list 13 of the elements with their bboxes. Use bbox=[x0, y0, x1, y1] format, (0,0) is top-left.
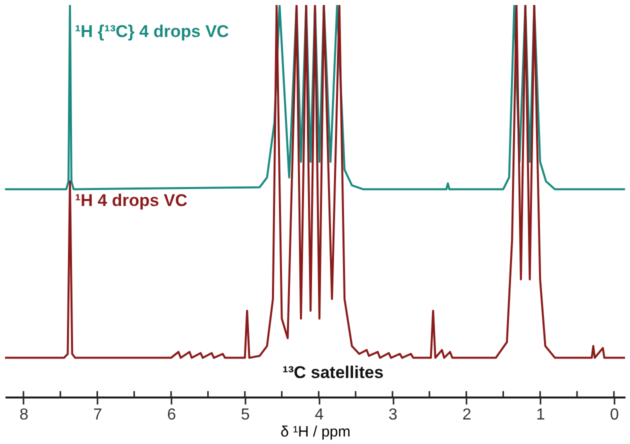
x-tick-label: 0 bbox=[610, 406, 619, 424]
x-tick-label: 3 bbox=[388, 406, 398, 424]
x-tick-label: 4 bbox=[314, 406, 324, 424]
annotation: ¹³C satellites bbox=[282, 363, 384, 382]
x-tick-label: 2 bbox=[462, 406, 472, 424]
series-label: ¹H {¹³C} 4 drops VC bbox=[75, 22, 229, 42]
x-tick-label: 1 bbox=[536, 406, 546, 424]
x-tick-label: 5 bbox=[240, 406, 250, 424]
x-tick-label: 6 bbox=[167, 406, 176, 424]
x-tick-label: 7 bbox=[93, 406, 102, 424]
series-label: ¹H 4 drops VC bbox=[75, 190, 188, 210]
x-axis-title: δ ¹H / ppm bbox=[280, 424, 351, 440]
x-tick-label: 8 bbox=[20, 406, 28, 424]
